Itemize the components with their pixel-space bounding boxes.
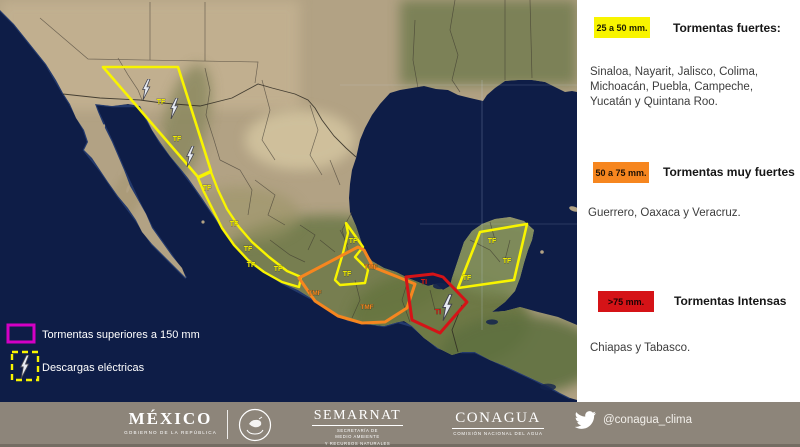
storm-zone-label: TF bbox=[343, 271, 352, 278]
storm-zone-label: TI bbox=[435, 309, 441, 316]
storm-zone-label: TF bbox=[247, 262, 256, 269]
legend-title-intense: Tormentas Intensas bbox=[674, 294, 787, 308]
polygon-tf-yucatan bbox=[456, 222, 529, 290]
mexico-satellite-map: TF TF TF TF TF TF TF TF TF TF TF TF TMF TMF TMF TI TI To… bbox=[0, 0, 577, 402]
map-panel: TF TF TF TF TF TF TF TF TF TF TF TF TMF TMF TMF TI TI To… bbox=[0, 0, 577, 402]
conagua-wordmark: CONAGUA bbox=[455, 410, 541, 426]
orange-range-swatch: 50 a 75 mm. bbox=[593, 162, 649, 183]
storm-zone-label: TMF bbox=[360, 304, 373, 311]
yellow-range-swatch: 25 a 50 mm. bbox=[594, 17, 650, 38]
semarnat-logo: SEMARNAT SECRETARÍA DE MEDIO AMBIENTE Y … bbox=[310, 408, 405, 447]
extreme-storm-box-icon bbox=[6, 323, 36, 344]
twitter-bird-icon bbox=[575, 411, 596, 429]
conagua-rule bbox=[452, 428, 544, 429]
graticule bbox=[340, 80, 577, 330]
legend-states-strong: Sinaloa, Nayarit, Jalisco, Colima, Micho… bbox=[590, 65, 759, 109]
semarnat-subtitle-1: SECRETARÍA DE bbox=[337, 428, 378, 433]
lagoon bbox=[433, 282, 447, 290]
conagua-subtitle: COMISIÓN NACIONAL DEL AGUA bbox=[453, 431, 543, 436]
mexico-subtitle: GOBIERNO DE LA REPÚBLICA bbox=[124, 430, 217, 435]
mexico-logo: MÉXICO GOBIERNO DE LA REPÚBLICA bbox=[118, 409, 223, 435]
storm-zone-label: TI bbox=[421, 279, 427, 286]
storm-zone-label: TF bbox=[463, 275, 472, 282]
storm-zone-label: TF bbox=[203, 185, 212, 192]
storm-zone-label: TF bbox=[349, 238, 358, 245]
conagua-logo: CONAGUA COMISIÓN NACIONAL DEL AGUA bbox=[448, 410, 548, 436]
legend-title-strong: Tormentas fuertes: bbox=[673, 21, 781, 35]
storm-zone-label: TF bbox=[157, 99, 166, 106]
lightning-box-icon bbox=[10, 350, 40, 382]
polygon-tf-puebla bbox=[333, 221, 370, 287]
footer-divider bbox=[227, 410, 228, 439]
map-legend-lightning-label: Descargas eléctricas bbox=[42, 362, 145, 374]
red-range-swatch: >75 mm. bbox=[598, 291, 654, 312]
storm-zone-label: TF bbox=[488, 238, 497, 245]
footer-bar: MÉXICO GOBIERNO DE LA REPÚBLICA SEMARNAT… bbox=[0, 402, 800, 447]
map-legend-extreme-label: Tormentas superiores a 150 mm bbox=[42, 329, 200, 341]
mexico-wordmark: MÉXICO bbox=[128, 409, 213, 428]
semarnat-wordmark: SEMARNAT bbox=[313, 408, 402, 423]
storm-zone-label: TMF bbox=[308, 290, 321, 297]
storm-zone-label: TF bbox=[173, 136, 182, 143]
state-boundaries bbox=[39, 0, 533, 323]
mexico-seal-icon bbox=[238, 408, 272, 442]
twitter-link[interactable]: @conagua_clima bbox=[575, 411, 692, 429]
map-legend: Tormentas superiores a 150 mm Descargas … bbox=[6, 323, 200, 382]
storm-labels: TF TF TF TF TF TF TF TF TF TF TF TF TMF TMF TMF TI TI bbox=[156, 99, 512, 317]
polygon-ti-chiapas bbox=[404, 272, 469, 335]
legend-title-very-strong: Tormentas muy fuertes bbox=[663, 165, 795, 179]
storm-zone-label: TF bbox=[503, 258, 512, 265]
semarnat-rule bbox=[312, 425, 403, 426]
warning-polygons bbox=[101, 65, 529, 335]
storm-zone-label: TF bbox=[274, 266, 283, 273]
legend-states-intense: Chiapas y Tabasco. bbox=[590, 341, 691, 354]
twitter-handle[interactable]: @conagua_clima bbox=[603, 414, 693, 426]
lake bbox=[486, 319, 498, 325]
polygon-tmf-south bbox=[297, 245, 417, 325]
legend-states-very-strong: Guerrero, Oaxaca y Veracruz. bbox=[588, 206, 741, 219]
storm-zone-label: TF bbox=[230, 221, 239, 228]
islands bbox=[100, 124, 577, 254]
storm-zone-label: TF bbox=[244, 246, 253, 253]
bay bbox=[540, 383, 556, 391]
legend-panel: 25 a 50 mm. Tormentas fuertes: Sinaloa, … bbox=[577, 0, 800, 402]
storm-zone-label: TMF bbox=[364, 264, 377, 271]
semarnat-subtitle-3: Y RECURSOS NATURALES bbox=[324, 440, 391, 446]
semarnat-subtitle-2: MEDIO AMBIENTE bbox=[335, 434, 380, 440]
